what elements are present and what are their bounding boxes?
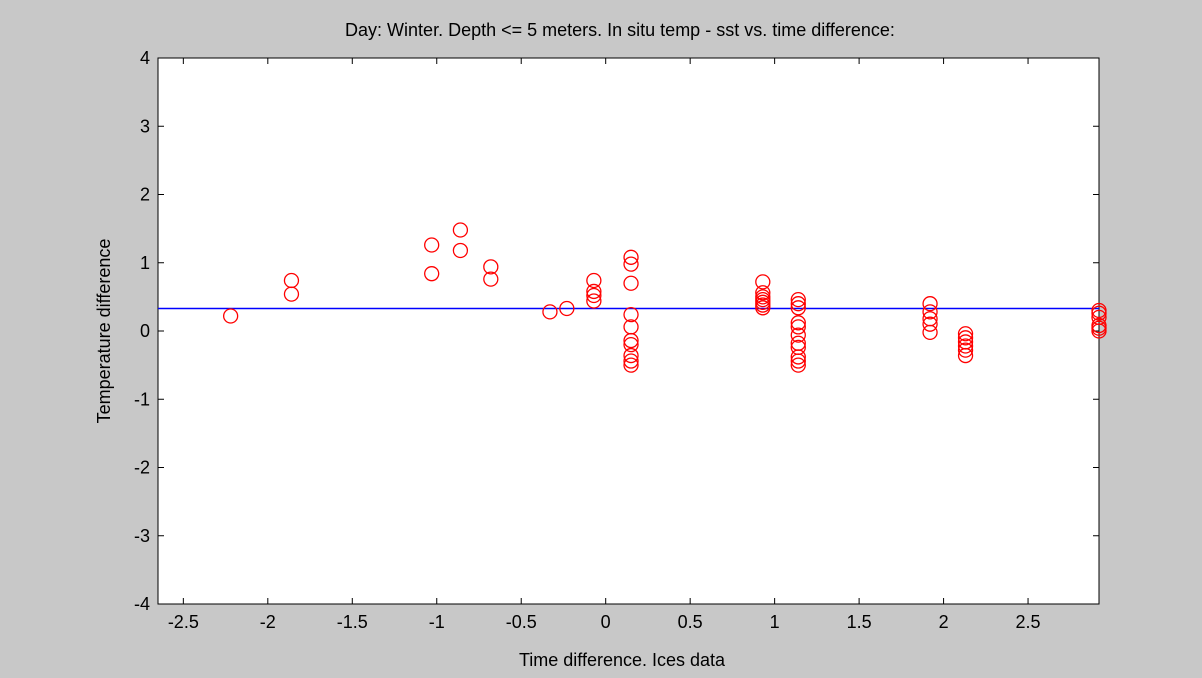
- y-tick-label: -3: [134, 526, 150, 546]
- data-point: [957, 330, 974, 346]
- y-tick-label: 4: [140, 48, 150, 68]
- data-point: [452, 242, 469, 259]
- data-point: [957, 326, 974, 342]
- x-tick-label: -2.5: [168, 612, 199, 632]
- y-tick-label: -1: [134, 389, 150, 409]
- data-point: [222, 308, 239, 324]
- x-tick-label: 2.5: [1016, 612, 1041, 632]
- data-point: [790, 349, 806, 365]
- x-tick-label: -0.5: [506, 612, 537, 632]
- data-point: [483, 259, 499, 275]
- y-tick-label: -2: [134, 458, 150, 478]
- y-axis-ticks: -4 -3 -2 -1 0 1 2 3 4: [134, 48, 1099, 614]
- data-point: [790, 353, 806, 369]
- data-point: [755, 300, 771, 316]
- data-point: [623, 353, 639, 369]
- data-point: [922, 324, 938, 341]
- data-point: [424, 237, 440, 253]
- x-tick-label: 1: [770, 612, 780, 632]
- data-point: [623, 336, 639, 353]
- data-point: [283, 286, 300, 302]
- data-point: [452, 222, 469, 238]
- data-point: [1091, 305, 1107, 321]
- y-axis-label: Temperature difference: [94, 239, 114, 424]
- y-tick-label: 2: [140, 185, 150, 205]
- data-point: [790, 357, 806, 373]
- data-point: [586, 272, 602, 289]
- x-tick-label: 1.5: [847, 612, 872, 632]
- data-point: [586, 287, 602, 304]
- y-tick-label: 0: [140, 321, 150, 341]
- data-point: [1091, 323, 1107, 339]
- data-point: [623, 275, 639, 291]
- x-tick-label: 0.5: [678, 612, 703, 632]
- data-point: [957, 342, 974, 358]
- x-tick-label: -1: [429, 612, 445, 632]
- data-point: [922, 296, 938, 312]
- y-tick-label: -4: [134, 594, 150, 614]
- data-point: [559, 300, 575, 317]
- chart-title: Day: Winter. Depth <= 5 meters. In situ …: [345, 20, 895, 40]
- data-point: [790, 291, 806, 308]
- data-point: [790, 315, 806, 331]
- data-point: [755, 285, 771, 301]
- data-point: [623, 256, 639, 272]
- data-point: [922, 316, 938, 332]
- data-point: [623, 357, 639, 373]
- x-tick-label: 0: [601, 612, 611, 632]
- data-point: [586, 293, 602, 309]
- data-point: [957, 347, 974, 364]
- x-axis-label: Time difference. Ices data: [519, 650, 726, 670]
- data-points: [222, 222, 1107, 373]
- data-point: [623, 306, 639, 323]
- data-point: [424, 266, 440, 282]
- data-point: [790, 296, 806, 312]
- data-point: [623, 332, 639, 349]
- x-tick-label: -1.5: [337, 612, 368, 632]
- data-point: [922, 304, 938, 320]
- data-point: [483, 271, 499, 287]
- y-tick-label: 3: [140, 116, 150, 136]
- x-tick-label: -2: [260, 612, 276, 632]
- data-point: [542, 304, 558, 320]
- data-point: [790, 300, 806, 316]
- y-tick-label: 1: [140, 253, 150, 273]
- data-point: [755, 274, 771, 290]
- x-axis-ticks: -2.5 -2 -1.5 -1 -0.5 0 0.5 1 1.5 2 2.5: [168, 58, 1041, 632]
- data-point: [623, 347, 639, 364]
- x-tick-label: 2: [939, 612, 949, 632]
- data-point: [586, 283, 602, 300]
- data-point: [957, 338, 974, 354]
- data-point: [790, 327, 806, 343]
- plot-area: [157, 57, 1100, 605]
- data-point: [790, 319, 806, 335]
- data-point: [623, 249, 639, 265]
